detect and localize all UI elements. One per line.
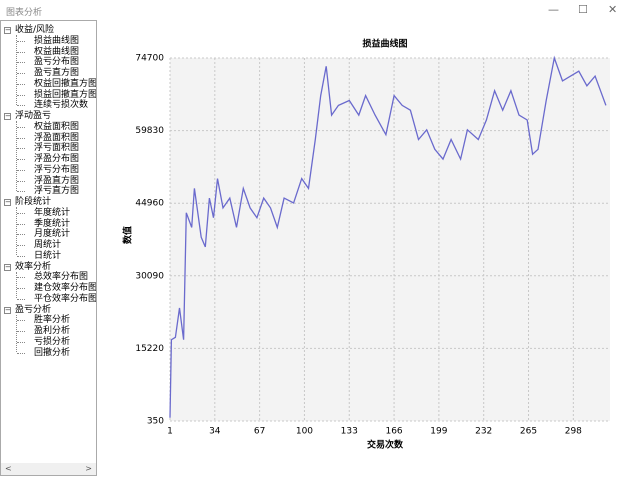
tree-line [17, 159, 25, 160]
x-tick-label: 232 [475, 427, 492, 437]
expander: − [4, 198, 11, 206]
tree-line [16, 314, 17, 353]
tree-group[interactable]: 盈亏分析 [15, 304, 52, 315]
y-axis-label: 数值 [122, 226, 134, 244]
x-tick-label: 67 [254, 427, 265, 437]
expander: − [4, 26, 11, 34]
tree-line [17, 234, 25, 236]
tree-line [17, 288, 25, 289]
tree-item[interactable]: 权益面积图 [34, 121, 80, 132]
tree-line [17, 331, 25, 332]
tree-item[interactable]: 月度统计 [34, 229, 71, 240]
tree-line [17, 73, 25, 74]
tree-group[interactable]: 效率分析 [15, 261, 52, 272]
y-tick-label: 350 [147, 417, 164, 427]
tree-line [17, 180, 25, 182]
x-tick-label: 133 [341, 427, 358, 437]
window-title: 图表分析 [6, 8, 43, 18]
plot-area [170, 58, 610, 421]
tree-item[interactable]: 周统计 [34, 240, 62, 250]
tree-item[interactable]: 总效率分布图 [34, 272, 89, 283]
expander: − [4, 112, 11, 120]
close-button[interactable]: ✕ [608, 3, 618, 16]
tree-line [17, 62, 25, 64]
tree-item[interactable]: 损益回撤直方图 [34, 89, 97, 100]
tree-item[interactable]: 平仓效率分布图 [34, 293, 97, 304]
tree-line [17, 320, 25, 322]
minimize-button[interactable]: — [548, 3, 559, 16]
tree-item[interactable]: 权益曲线图 [34, 46, 80, 57]
tree-line [17, 245, 25, 246]
tree-line [17, 298, 25, 300]
tree-item[interactable]: 浮亏面积图 [34, 143, 80, 154]
title-bar: 图表分析 — ☐ ✕ [0, 0, 628, 20]
x-tick-label: 1 [167, 427, 173, 437]
tree-line [17, 277, 25, 279]
tree-line [16, 271, 17, 299]
tree-item[interactable]: 胜率分析 [34, 315, 71, 326]
tree-line [17, 191, 25, 193]
tree-item[interactable]: 日统计 [34, 250, 62, 261]
line-series [169, 55, 607, 418]
tree-item[interactable]: 年度统计 [34, 207, 71, 218]
x-tick-label: 100 [296, 427, 313, 437]
tree-item[interactable]: 浮亏直方图 [34, 186, 80, 197]
tree-line [17, 126, 25, 128]
tree-item[interactable]: 浮亏分布图 [34, 164, 80, 175]
tree-line [17, 83, 25, 85]
tree-line [17, 169, 25, 171]
tree-item[interactable]: 建仓效率分布图 [34, 283, 97, 293]
tree-line [17, 137, 25, 139]
x-axis-label: 交易次数 [367, 439, 404, 451]
x-tick-label: 298 [565, 427, 582, 437]
tree-item[interactable]: 浮盈分布图 [34, 154, 80, 164]
tree-item[interactable]: 损益曲线图 [34, 35, 80, 46]
tree-item[interactable]: 盈亏分布图 [34, 57, 80, 68]
tree-item[interactable]: 回撤分析 [34, 347, 71, 358]
y-tick-label: 74700 [135, 54, 164, 64]
maximize-button[interactable]: ☐ [578, 3, 588, 16]
y-tick-label: 59830 [135, 126, 164, 136]
tree-item[interactable]: 盈亏直方图 [34, 68, 80, 78]
x-tick-label: 166 [385, 427, 402, 437]
tree-line [17, 223, 25, 225]
tree-item[interactable]: 连续亏损次数 [34, 100, 89, 111]
expander: − [4, 305, 11, 314]
tree-line [17, 40, 25, 42]
tree-line [17, 105, 25, 107]
tree-line [17, 148, 25, 150]
x-tick-label: 265 [520, 427, 537, 437]
tree-group[interactable]: 阶段统计 [15, 197, 52, 207]
tree-item[interactable]: 浮盈直方图 [34, 175, 80, 186]
tree-line [17, 51, 25, 53]
chart-title: 损益曲线图 [362, 38, 407, 50]
tree-line [17, 341, 25, 343]
tree-item[interactable]: 季度统计 [34, 218, 71, 229]
y-tick-label: 15220 [135, 344, 164, 354]
tree-line [16, 35, 17, 105]
tree-group[interactable]: 收益/风险 [15, 25, 55, 35]
expander: − [4, 262, 11, 271]
tree-item[interactable]: 浮盈面积图 [34, 132, 80, 143]
tree-item[interactable]: 权益回撤直方图 [34, 78, 97, 89]
tree-line [17, 212, 25, 214]
scrollbar[interactable]: < > [1, 463, 96, 475]
y-tick-label: 44960 [135, 199, 164, 209]
tree-group[interactable]: 浮动盈亏 [15, 111, 52, 121]
x-tick-label: 199 [430, 427, 447, 437]
tree-item[interactable]: 亏损分析 [34, 336, 71, 347]
tree-line [16, 207, 17, 256]
tree-item[interactable]: 盈利分析 [34, 326, 71, 336]
tree-line [16, 121, 17, 191]
tree-panel: < > − 收益/风险 损益曲线图 权益曲线图 盈亏分布图 盈亏直方图 权益回撤直方图 损益回撤… [0, 20, 97, 476]
tree-line [17, 255, 25, 257]
tree-line [17, 94, 25, 96]
tree-line [17, 352, 25, 354]
x-tick-label: 34 [209, 427, 221, 437]
y-tick-label: 30090 [135, 271, 164, 281]
